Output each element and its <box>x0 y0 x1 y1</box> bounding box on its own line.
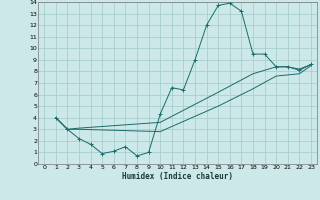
X-axis label: Humidex (Indice chaleur): Humidex (Indice chaleur) <box>122 172 233 181</box>
